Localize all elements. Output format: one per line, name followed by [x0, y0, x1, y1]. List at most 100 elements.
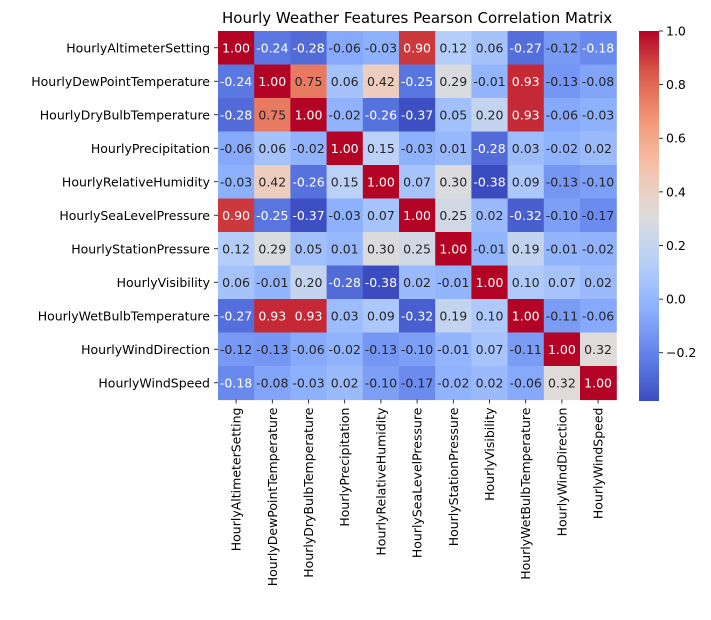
cell-value-label: -0.38	[473, 174, 505, 189]
cell-value-label: 0.06	[331, 74, 359, 89]
heatmap-cell	[362, 131, 400, 166]
cell-value-label: 0.42	[367, 74, 395, 89]
cell-value-label: 0.01	[331, 241, 359, 256]
heatmap-cell	[543, 232, 581, 267]
row-tick-labels: HourlyAltimeterSetting HourlyDewPointTemp…	[31, 40, 218, 390]
heatmap-cell	[326, 31, 364, 66]
cell-value-label: -0.37	[401, 107, 433, 122]
cell-value-label: -0.28	[220, 107, 252, 122]
heatmap-cell	[290, 299, 328, 334]
colorbar-tick-label: 0.6	[666, 131, 686, 146]
row-tick-label: HourlyWindSpeed	[98, 375, 210, 390]
cell-value-label: -0.18	[582, 40, 614, 55]
cell-value-label: 0.32	[548, 375, 576, 390]
heatmap-cell	[218, 131, 255, 166]
heatmap-cell	[362, 31, 400, 66]
heatmap-cell	[580, 299, 617, 334]
cell-value-label: -0.02	[546, 141, 578, 156]
cell-value-label: 0.09	[512, 174, 540, 189]
row-tick-label: HourlyAltimeterSetting	[66, 40, 210, 55]
row-tick-label: HourlySeaLevelPressure	[59, 208, 210, 223]
heatmap-cell	[290, 64, 328, 99]
heatmap-cell	[218, 232, 255, 267]
cell-value-label: 0.07	[367, 208, 395, 223]
heatmap-cell	[543, 299, 581, 334]
heatmap-cell	[362, 299, 400, 334]
heatmap-cell	[399, 198, 436, 233]
heatmap-cell	[580, 265, 617, 300]
cell-value-label: 0.75	[295, 74, 323, 89]
cell-value-label: 1.00	[584, 375, 612, 390]
cell-value-label: 1.00	[403, 208, 431, 223]
heatmap-cell	[326, 265, 364, 300]
heatmap-cell	[362, 64, 400, 99]
cell-value-label: -0.01	[546, 241, 578, 256]
cell-value-label: -0.12	[546, 40, 578, 55]
cell-value-label: 0.75	[258, 107, 286, 122]
cell-value-label: 0.01	[439, 141, 467, 156]
cell-value-label: 0.19	[439, 308, 467, 323]
heatmap-cell	[543, 131, 581, 166]
heatmap-cell	[435, 265, 472, 300]
heatmap-cell	[471, 299, 509, 334]
heatmap-cell	[580, 165, 617, 200]
column-tick-label: HourlyWindDirection	[554, 408, 569, 537]
cell-value-label: 0.20	[295, 275, 323, 290]
cell-value-label: -0.24	[256, 40, 288, 55]
cell-value-label: -0.02	[329, 107, 361, 122]
cell-value-label: -0.01	[437, 342, 469, 357]
cell-value-label: 1.00	[222, 40, 250, 55]
column-tick-label: HourlySeaLevelPressure	[410, 407, 425, 558]
heatmap-cell	[362, 366, 400, 401]
heatmap-cell	[580, 366, 617, 401]
cell-value-label: 1.00	[439, 241, 467, 256]
heatmap-cell	[471, 232, 509, 267]
cell-value-label: -0.27	[510, 40, 542, 55]
heatmap-cell	[435, 98, 472, 133]
heatmap-cell	[326, 232, 364, 267]
heatmap-cell	[471, 31, 509, 66]
cell-value-label: -0.25	[401, 74, 433, 89]
heatmap-cell	[435, 31, 472, 66]
colorbar-tick-label: 0.0	[666, 292, 686, 307]
column-tick-label: HourlyDewPointTemperature	[265, 407, 280, 586]
heatmap-cell	[543, 165, 581, 200]
cell-value-label: 1.00	[476, 275, 504, 290]
column-tick-label: HourlyWindSpeed	[591, 408, 606, 520]
heatmap-cell	[399, 165, 436, 200]
heatmap-cell	[435, 366, 472, 401]
cell-value-label: -0.28	[292, 40, 324, 55]
row-tick-label: HourlyWetBulbTemperature	[38, 308, 211, 323]
heatmap-cell	[435, 299, 472, 334]
cell-value-label: -0.27	[220, 308, 252, 323]
heatmap-cell	[399, 332, 436, 367]
heatmap-cell	[362, 265, 400, 300]
colorbar-gradient	[639, 31, 659, 401]
colorbar-tick-label: 0.4	[666, 184, 686, 199]
heatmap-cell	[290, 332, 328, 367]
cell-value-label: 0.10	[476, 308, 504, 323]
cell-value-label: -0.06	[546, 107, 578, 122]
heatmap-cell	[290, 31, 328, 66]
cell-value-label: -0.32	[401, 308, 433, 323]
heatmap-cell	[543, 64, 581, 99]
cell-value-label: -0.26	[365, 107, 397, 122]
cell-value-label: -0.03	[401, 141, 433, 156]
row-tick-label: HourlyDewPointTemperature	[31, 74, 210, 89]
cell-value-label: 0.93	[512, 74, 540, 89]
heatmap-cell	[254, 332, 291, 367]
colorbar-tick-label: 0.8	[666, 77, 686, 92]
heatmap-cell	[580, 31, 617, 66]
heatmap-cell	[580, 131, 617, 166]
cell-value-label: -0.03	[582, 107, 614, 122]
heatmap-cell	[362, 198, 400, 233]
cell-value-label: 1.00	[367, 174, 395, 189]
heatmap-cell	[507, 64, 545, 99]
cell-value-label: 0.07	[548, 275, 576, 290]
heatmap-cell	[399, 366, 436, 401]
heatmap-cell	[254, 198, 291, 233]
row-tick-label: HourlyVisibility	[117, 275, 211, 290]
heatmap-cell	[254, 98, 291, 133]
